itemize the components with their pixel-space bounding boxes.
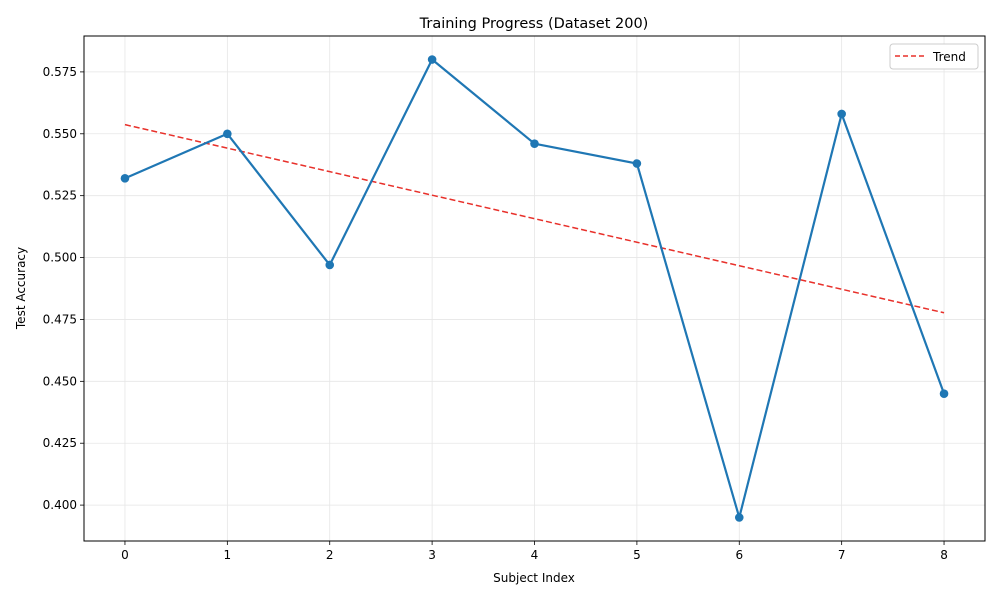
chart-title: Training Progress (Dataset 200) [419,16,649,32]
x-tick-label: 1 [224,548,232,562]
y-axis-label: Test Accuracy [14,247,28,330]
x-axis-label: Subject Index [493,571,575,585]
x-tick-label: 8 [940,548,948,562]
x-tick-label: 0 [121,548,129,562]
legend-box [889,43,979,70]
data-point [837,109,846,119]
x-tick-label: 3 [428,548,436,562]
y-tick-label: 0.425 [43,436,77,450]
y-tick-label: 0.500 [43,251,77,265]
y-tick-label: 0.575 [43,65,77,79]
x-tick-label: 6 [735,548,743,562]
x-tick-label: 2 [326,548,334,562]
legend-trend-label: Trend [932,50,966,64]
y-tick-label: 0.475 [43,312,77,326]
data-point [530,139,539,148]
x-tick-label: 7 [838,548,846,562]
data-point [734,513,744,522]
y-tick-label: 0.550 [43,127,77,141]
x-tick-label: 5 [633,548,641,562]
trend-series [124,123,945,314]
y-tick-label: 0.450 [43,374,77,388]
x-tick-label: 4 [531,548,539,562]
data-point [120,174,130,183]
y-tick-label: 0.400 [43,498,77,512]
legend: Trend [889,43,979,70]
trend-line [124,123,945,314]
x-axis-ticks: 0 1 2 3 4 5 6 7 8 [121,541,948,562]
accuracy-series [120,55,949,522]
data-point [325,260,335,270]
data-point [939,389,949,399]
data-point [427,55,437,64]
grid-lines [84,36,985,541]
data-point [632,159,642,168]
data-point [223,129,232,139]
y-axis-ticks: 0.400 0.425 0.450 0.475 0.500 0.525 0.550 0.575 [43,65,84,512]
y-tick-label: 0.525 [43,189,77,203]
